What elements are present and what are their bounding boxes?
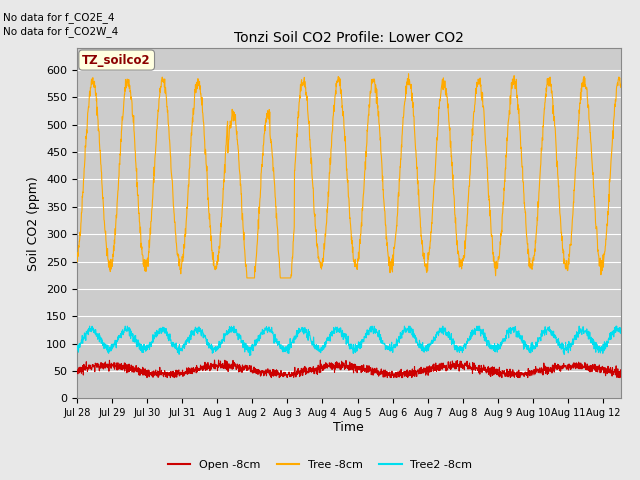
Text: TZ_soilco2: TZ_soilco2 bbox=[83, 54, 151, 67]
Text: No data for f_CO2E_4: No data for f_CO2E_4 bbox=[3, 12, 115, 23]
Y-axis label: Soil CO2 (ppm): Soil CO2 (ppm) bbox=[28, 176, 40, 271]
Text: No data for f_CO2W_4: No data for f_CO2W_4 bbox=[3, 26, 118, 37]
Title: Tonzi Soil CO2 Profile: Lower CO2: Tonzi Soil CO2 Profile: Lower CO2 bbox=[234, 32, 464, 46]
X-axis label: Time: Time bbox=[333, 421, 364, 434]
Legend: Open -8cm, Tree -8cm, Tree2 -8cm: Open -8cm, Tree -8cm, Tree2 -8cm bbox=[163, 456, 477, 474]
